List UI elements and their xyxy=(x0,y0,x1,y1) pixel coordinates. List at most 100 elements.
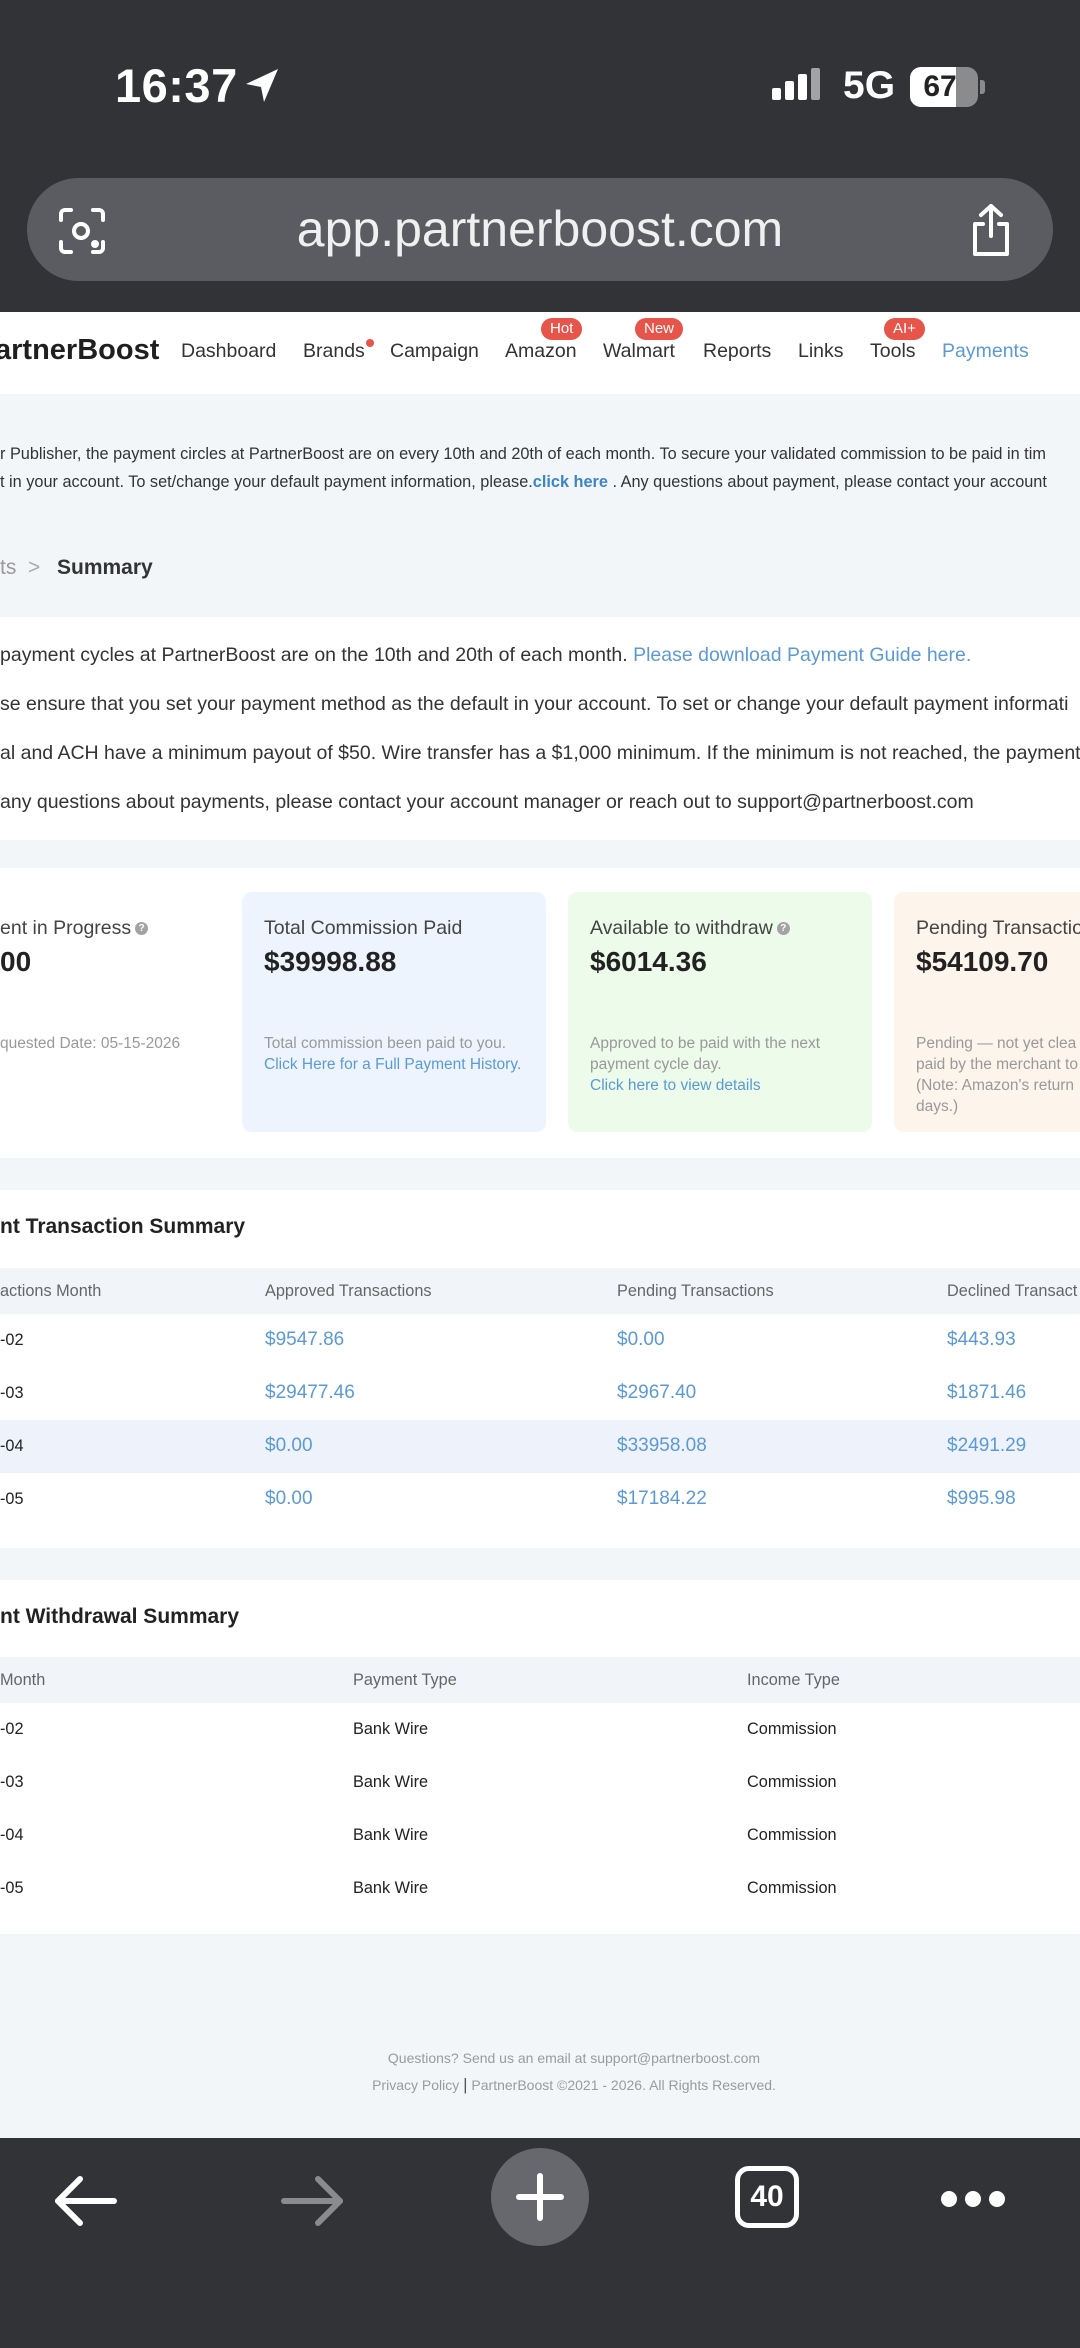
privacy-policy-link[interactable]: Privacy Policy xyxy=(372,2077,460,2093)
back-arrow-icon[interactable] xyxy=(52,2174,118,2228)
table-cell: -04 xyxy=(0,1437,24,1455)
table-row: -02 $9547.86 $0.00 $443.93 xyxy=(0,1314,1080,1367)
withdrawal-summary-panel: nt Withdrawal Summary Month Payment Type… xyxy=(0,1580,1080,1934)
camera-search-icon[interactable] xyxy=(57,206,107,256)
table-cell: Commission xyxy=(747,1826,837,1844)
table-cell-link[interactable]: $33958.08 xyxy=(617,1435,707,1456)
browser-top-bar: 16:37 5G 67 app.partnerboost.com xyxy=(0,0,1080,312)
total-commission-paid-card: Total Commission Paid $39998.88 Total co… xyxy=(242,892,546,1132)
card-value: $39998.88 xyxy=(264,946,397,977)
notice-line-1: r Publisher, the payment circles at Part… xyxy=(0,445,1046,463)
table-cell-link[interactable]: $1871.46 xyxy=(947,1382,1027,1403)
battery-icon: 67 xyxy=(910,67,978,107)
table-cell: Bank Wire xyxy=(353,1826,429,1844)
table-cell: -02 xyxy=(0,1720,24,1738)
table-row: -03 Bank Wire Commission xyxy=(0,1756,1080,1809)
breadcrumb-current: Summary xyxy=(57,556,153,579)
table-cell-link[interactable]: $443.93 xyxy=(947,1329,1016,1350)
column-header[interactable]: Pending Transactions xyxy=(617,1282,774,1300)
site-navbar: artnerBoost Dashboard Brands Campaign Am… xyxy=(0,312,1080,394)
table-header: actions Month Approved Transactions Pend… xyxy=(0,1268,1080,1314)
help-icon[interactable]: ? xyxy=(776,922,790,936)
location-arrow-icon xyxy=(246,69,278,102)
column-header[interactable]: Payment Type xyxy=(353,1671,457,1689)
section-title: nt Transaction Summary xyxy=(0,1215,246,1238)
table-cell: Bank Wire xyxy=(353,1720,429,1738)
payment-guide-link[interactable]: Please download Payment Guide here. xyxy=(633,644,972,666)
amazon-hot-badge: Hot xyxy=(541,318,583,340)
nav-campaign[interactable]: Campaign xyxy=(390,340,479,362)
notice-line-2: t in your account. To set/change your de… xyxy=(0,473,1047,491)
table-cell-link[interactable]: $9547.86 xyxy=(265,1329,345,1350)
column-header[interactable]: Month xyxy=(0,1671,46,1689)
table-cell-link[interactable]: $0.00 xyxy=(265,1488,313,1509)
card-desc: Pending — not yet clea paid by the mercha… xyxy=(916,1035,1078,1115)
payment-history-link[interactable]: Click Here for a Full Payment History. xyxy=(264,1056,522,1073)
pending-transactions-card: Pending Transactio $54109.70 Pending — n… xyxy=(894,892,1080,1132)
battery-tip xyxy=(980,80,985,94)
table-cell-link[interactable]: $2491.29 xyxy=(947,1435,1027,1456)
table-row: -05 Bank Wire Commission xyxy=(0,1862,1080,1915)
nav-payments[interactable]: Payments xyxy=(942,340,1029,362)
tools-ai-badge: AI+ xyxy=(884,318,925,340)
table-cell-link[interactable]: $995.98 xyxy=(947,1488,1016,1509)
url-text[interactable]: app.partnerboost.com xyxy=(296,201,784,257)
more-options-icon[interactable] xyxy=(940,2190,1006,2208)
card-desc: quested Date: 05-15-2026 xyxy=(0,1035,181,1052)
card-value: $54109.70 xyxy=(916,946,1049,977)
brands-notification-dot xyxy=(366,339,374,347)
table-cell: -03 xyxy=(0,1384,24,1402)
table-cell-link[interactable]: $29477.46 xyxy=(265,1382,355,1403)
card-title: Pending Transactio xyxy=(916,917,1080,939)
table-row: -02 Bank Wire Commission xyxy=(0,1703,1080,1756)
forward-arrow-icon[interactable] xyxy=(280,2174,346,2228)
table-cell: Commission xyxy=(747,1720,837,1738)
column-header[interactable]: actions Month xyxy=(0,1282,102,1300)
breadcrumb-parent[interactable]: ts xyxy=(0,556,17,579)
card-value: $6014.36 xyxy=(590,946,707,977)
nav-amazon[interactable]: Amazon xyxy=(505,340,577,362)
table-header: Month Payment Type Income Type xyxy=(0,1657,1080,1703)
tabs-count-button[interactable]: 40 xyxy=(735,2166,799,2228)
nav-tools[interactable]: Tools xyxy=(870,340,916,362)
table-cell: Bank Wire xyxy=(353,1879,429,1897)
payment-notice: r Publisher, the payment circles at Part… xyxy=(0,440,1047,496)
summary-cards-panel: ent in Progress? 00 quested Date: 05-15-… xyxy=(0,868,1080,1158)
table-cell: -04 xyxy=(0,1826,24,1844)
nav-links[interactable]: Links xyxy=(798,340,844,362)
column-header[interactable]: Income Type xyxy=(747,1671,840,1689)
table-row: -04 Bank Wire Commission xyxy=(0,1809,1080,1862)
walmart-new-badge: New xyxy=(635,318,684,340)
table-cell-link[interactable]: $17184.22 xyxy=(617,1488,707,1509)
network-type: 5G xyxy=(843,64,896,107)
nav-brands[interactable]: Brands xyxy=(303,340,365,362)
card-title: ent in Progress? xyxy=(0,917,149,940)
view-details-link[interactable]: Click here to view details xyxy=(590,1077,761,1094)
card-title: Available to withdraw? xyxy=(590,917,790,940)
help-icon[interactable]: ? xyxy=(135,922,149,936)
table-row: -04 $0.00 $33958.08 $2491.29 xyxy=(0,1420,1080,1473)
partnerboost-logo[interactable]: artnerBoost xyxy=(0,334,160,366)
address-bar[interactable]: app.partnerboost.com xyxy=(27,178,1053,281)
table-cell-link[interactable]: $0.00 xyxy=(617,1329,665,1350)
column-header[interactable]: Approved Transactions xyxy=(265,1282,432,1300)
table-cell-link[interactable]: $0.00 xyxy=(265,1435,313,1456)
new-tab-button[interactable] xyxy=(491,2148,589,2246)
payment-info-panel: payment cycles at PartnerBoost are on th… xyxy=(0,617,1080,840)
column-header[interactable]: Declined Transact xyxy=(947,1282,1078,1300)
nav-reports[interactable]: Reports xyxy=(703,340,772,362)
table-cell: Commission xyxy=(747,1773,837,1791)
card-desc: Total commission been paid to you. Click … xyxy=(264,1035,522,1073)
table-row: -05 $0.00 $17184.22 $995.98 xyxy=(0,1473,1080,1526)
card-title: Total Commission Paid xyxy=(264,917,463,939)
click-here-link[interactable]: click here xyxy=(532,473,608,491)
browser-bottom-toolbar: 40 xyxy=(0,2138,1080,2348)
nav-walmart[interactable]: Walmart xyxy=(603,340,675,362)
share-icon[interactable] xyxy=(967,202,1015,258)
table-cell-link[interactable]: $2967.40 xyxy=(617,1382,697,1403)
available-to-withdraw-card: Available to withdraw? $6014.36 Approved… xyxy=(568,892,872,1132)
table-cell: Commission xyxy=(747,1879,837,1897)
section-title: nt Withdrawal Summary xyxy=(0,1605,240,1628)
nav-dashboard[interactable]: Dashboard xyxy=(181,340,277,362)
card-value: 00 xyxy=(0,946,32,977)
